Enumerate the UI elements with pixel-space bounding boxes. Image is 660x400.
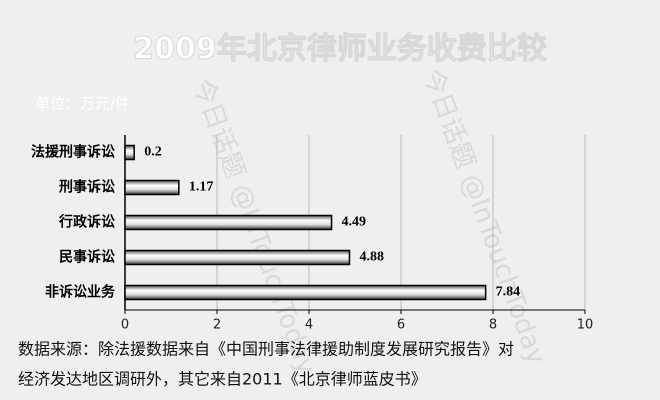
bar [124, 179, 180, 196]
bar [124, 249, 351, 266]
value-label: 1.17 [189, 180, 214, 195]
value-label: 0.2 [144, 145, 162, 160]
x-tick-label: 4 [305, 318, 313, 333]
y-tick-label: 刑事诉讼 [59, 179, 115, 196]
bar [124, 214, 333, 231]
chart-title: 2009年北京律师业务收费比较 [133, 32, 547, 67]
y-tick-label: 法援刑事诉讼 [31, 144, 115, 161]
x-tick-label: 8 [489, 318, 497, 333]
watermark: 今日话题 @InTouchToday [416, 65, 551, 369]
y-tick-label: 民事诉讼 [59, 249, 115, 266]
bar [124, 144, 135, 161]
bar [124, 284, 487, 301]
y-tick-label: 非诉讼业务 [45, 284, 116, 301]
unit-label: 单位：万元/件 [35, 95, 130, 113]
source-note: 数据来源：除法援数据来自《中国刑事法律援助制度发展研究报告》对 [18, 340, 514, 359]
y-tick-label: 行政诉讼 [58, 214, 115, 231]
x-tick-label: 2 [213, 318, 221, 333]
source-note: 经济发达地区调研外，其它来自2011《北京律师蓝皮书》 [18, 370, 427, 389]
x-tick-label: 0 [121, 318, 129, 333]
value-label: 7.84 [496, 285, 521, 300]
value-label: 4.49 [342, 215, 367, 230]
value-label: 4.88 [359, 250, 384, 265]
x-tick-label: 6 [397, 318, 405, 333]
x-tick-label: 10 [577, 318, 594, 333]
